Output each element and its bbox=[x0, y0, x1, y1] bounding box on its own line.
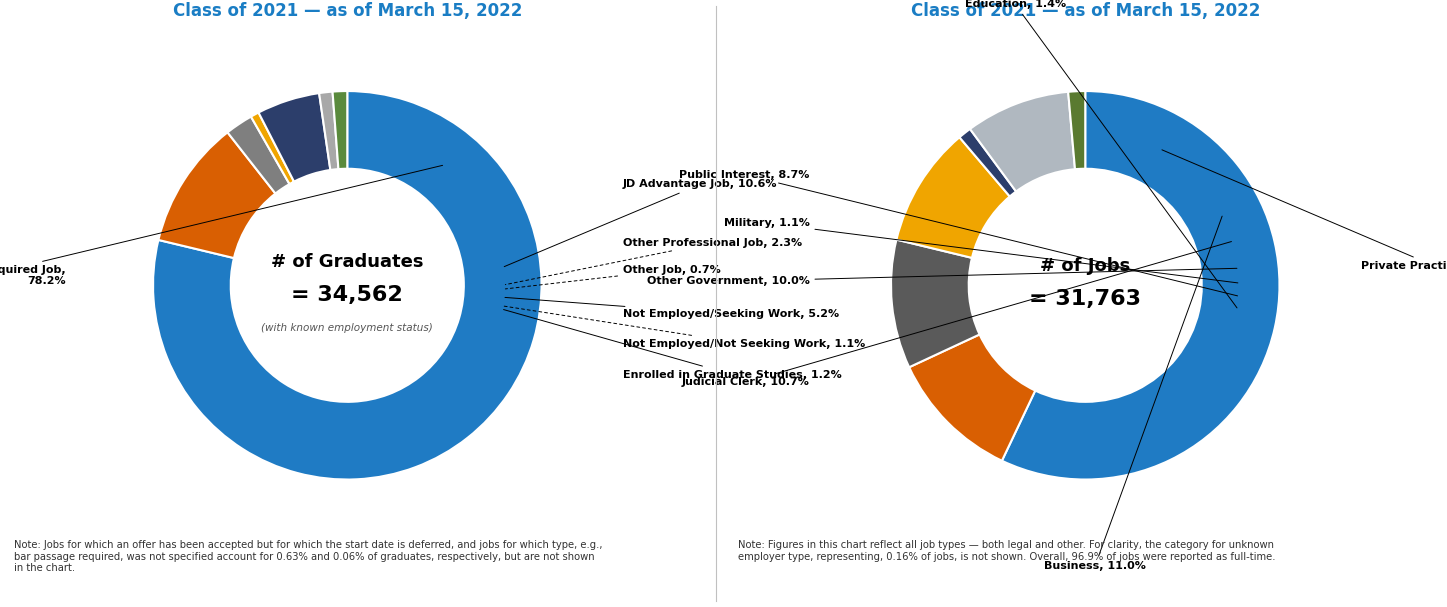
Text: (with known employment status): (with known employment status) bbox=[262, 323, 433, 333]
Text: Class of 2021 — as of March 15, 2022: Class of 2021 — as of March 15, 2022 bbox=[910, 2, 1260, 21]
Wedge shape bbox=[333, 91, 347, 169]
Text: = 31,763: = 31,763 bbox=[1029, 289, 1142, 309]
Text: Military, 1.1%: Military, 1.1% bbox=[724, 218, 1237, 283]
Wedge shape bbox=[227, 117, 289, 194]
Text: = 34,562: = 34,562 bbox=[291, 285, 404, 305]
Wedge shape bbox=[153, 91, 541, 480]
Wedge shape bbox=[320, 92, 339, 170]
Text: Other Professional Job, 2.3%: Other Professional Job, 2.3% bbox=[505, 237, 802, 285]
Wedge shape bbox=[1001, 91, 1279, 480]
Wedge shape bbox=[897, 137, 1010, 258]
Text: Private Practice, 57.0%: Private Practice, 57.0% bbox=[1162, 150, 1447, 271]
Text: # of Jobs: # of Jobs bbox=[1040, 257, 1130, 275]
Text: JD Advantage Job, 10.6%: JD Advantage Job, 10.6% bbox=[504, 179, 777, 266]
Text: Not Employed/Not Seeking Work, 1.1%: Not Employed/Not Seeking Work, 1.1% bbox=[504, 306, 865, 348]
Text: Note: Figures in this chart reflect all job types — both legal and other. For cl: Note: Figures in this chart reflect all … bbox=[738, 540, 1275, 562]
Wedge shape bbox=[158, 132, 275, 258]
Text: Other Job, 0.7%: Other Job, 0.7% bbox=[505, 265, 721, 289]
Wedge shape bbox=[909, 334, 1035, 461]
Wedge shape bbox=[891, 240, 980, 367]
Wedge shape bbox=[959, 129, 1016, 197]
Wedge shape bbox=[259, 93, 330, 181]
Text: # of Graduates: # of Graduates bbox=[271, 253, 424, 271]
Wedge shape bbox=[969, 92, 1075, 191]
Text: Enrolled in Graduate Studies, 1.2%: Enrolled in Graduate Studies, 1.2% bbox=[504, 310, 842, 379]
Text: Not Employed/Seeking Work, 5.2%: Not Employed/Seeking Work, 5.2% bbox=[505, 297, 839, 319]
Text: Education, 1.4%: Education, 1.4% bbox=[965, 0, 1237, 308]
Wedge shape bbox=[250, 112, 294, 184]
Text: Public Interest, 8.7%: Public Interest, 8.7% bbox=[679, 169, 1237, 296]
Text: Business, 11.0%: Business, 11.0% bbox=[1045, 216, 1223, 571]
Text: Other Government, 10.0%: Other Government, 10.0% bbox=[647, 268, 1237, 287]
Text: Bar Passage Required Job,
78.2%: Bar Passage Required Job, 78.2% bbox=[0, 165, 443, 287]
Text: Note: Jobs for which an offer has been accepted but for which the start date is : Note: Jobs for which an offer has been a… bbox=[14, 540, 603, 574]
Text: Class of 2021 — as of March 15, 2022: Class of 2021 — as of March 15, 2022 bbox=[172, 2, 522, 21]
Wedge shape bbox=[1068, 91, 1085, 169]
Text: Judicial Clerk, 10.7%: Judicial Clerk, 10.7% bbox=[682, 242, 1231, 387]
